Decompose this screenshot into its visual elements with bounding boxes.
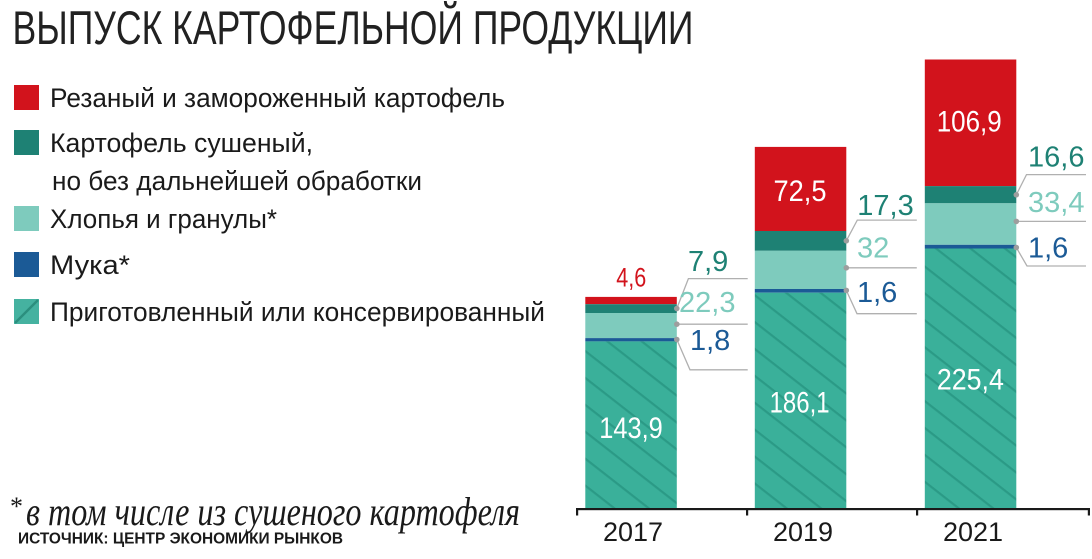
- svg-text:32: 32: [857, 233, 889, 265]
- svg-text:2017: 2017: [603, 517, 663, 547]
- svg-text:Резаный и замороженный картофе: Резаный и замороженный картофель: [50, 83, 505, 113]
- svg-text:но без дальнейшей обработки: но без дальнейшей обработки: [52, 166, 422, 196]
- svg-text:в том числе из сушеного картоф: в том числе из сушеного картофеля: [26, 489, 520, 534]
- svg-text:4,6: 4,6: [616, 262, 646, 292]
- svg-text:1,6: 1,6: [857, 277, 897, 309]
- svg-text:Хлопья и гранулы*: Хлопья и гранулы*: [50, 204, 277, 234]
- svg-text:Мука*: Мука*: [50, 250, 131, 280]
- svg-text:106,9: 106,9: [937, 106, 1002, 139]
- svg-text:143,9: 143,9: [599, 412, 663, 445]
- svg-text:2019: 2019: [773, 517, 833, 547]
- svg-text:ВЫПУСК КАРТОФЕЛЬНОЙ ПРОДУКЦИИ: ВЫПУСК КАРТОФЕЛЬНОЙ ПРОДУКЦИИ: [13, 1, 694, 54]
- svg-text:2021: 2021: [943, 517, 1003, 547]
- svg-text:ИСТОЧНИК: ЦЕНТР ЭКОНОМИКИ РЫНК: ИСТОЧНИК: ЦЕНТР ЭКОНОМИКИ РЫНКОВ: [18, 531, 343, 548]
- svg-text:7,9: 7,9: [688, 246, 728, 278]
- svg-text:Картофель сушеный,: Картофель сушеный,: [50, 128, 313, 158]
- svg-text:17,3: 17,3: [857, 190, 913, 222]
- svg-text:1,8: 1,8: [690, 325, 730, 357]
- svg-text:Приготовленный или консервиров: Приготовленный или консервированный: [50, 297, 545, 327]
- svg-text:225,4: 225,4: [937, 364, 1004, 397]
- svg-text:22,3: 22,3: [679, 287, 735, 319]
- svg-text:186,1: 186,1: [770, 387, 830, 420]
- svg-text:33,4: 33,4: [1028, 187, 1084, 219]
- svg-text:*: *: [10, 492, 23, 521]
- svg-text:16,6: 16,6: [1028, 142, 1084, 174]
- svg-text:1,6: 1,6: [1028, 233, 1068, 265]
- svg-text:72,5: 72,5: [774, 175, 827, 208]
